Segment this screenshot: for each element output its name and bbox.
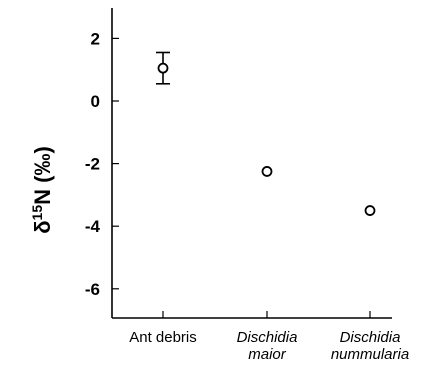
y-tick-label: -6	[85, 280, 100, 299]
y-ticks: 2 0 -2 -4 -6	[85, 29, 119, 299]
svg-text:δ15N (‰): δ15N (‰)	[29, 146, 55, 234]
y-tick-label: 2	[91, 29, 100, 48]
y-axis-label-main: N (‰)	[30, 146, 55, 205]
y-tick-label: 0	[91, 92, 100, 111]
x-category-label: Dischidia	[237, 329, 298, 346]
data-point	[364, 205, 376, 216]
x-ticks: Ant debris DischidiamaiorDischidianummula…	[129, 311, 409, 363]
x-category-label: maior	[248, 346, 287, 363]
y-axis-label-prefix: δ	[30, 220, 55, 233]
y-tick-label: -4	[85, 217, 101, 236]
axes	[111, 8, 392, 319]
x-category-label: nummularia	[331, 346, 409, 363]
y-axis-label: δ15N (‰)	[29, 146, 55, 234]
y-axis-label-superscript: 15	[29, 205, 45, 221]
x-category-label: Dischidia	[340, 329, 401, 346]
x-category-label: Ant debris	[129, 329, 197, 346]
data-marks	[156, 51, 376, 216]
data-point	[157, 62, 169, 74]
y-tick-label: -2	[85, 155, 100, 174]
data-point	[261, 166, 273, 177]
